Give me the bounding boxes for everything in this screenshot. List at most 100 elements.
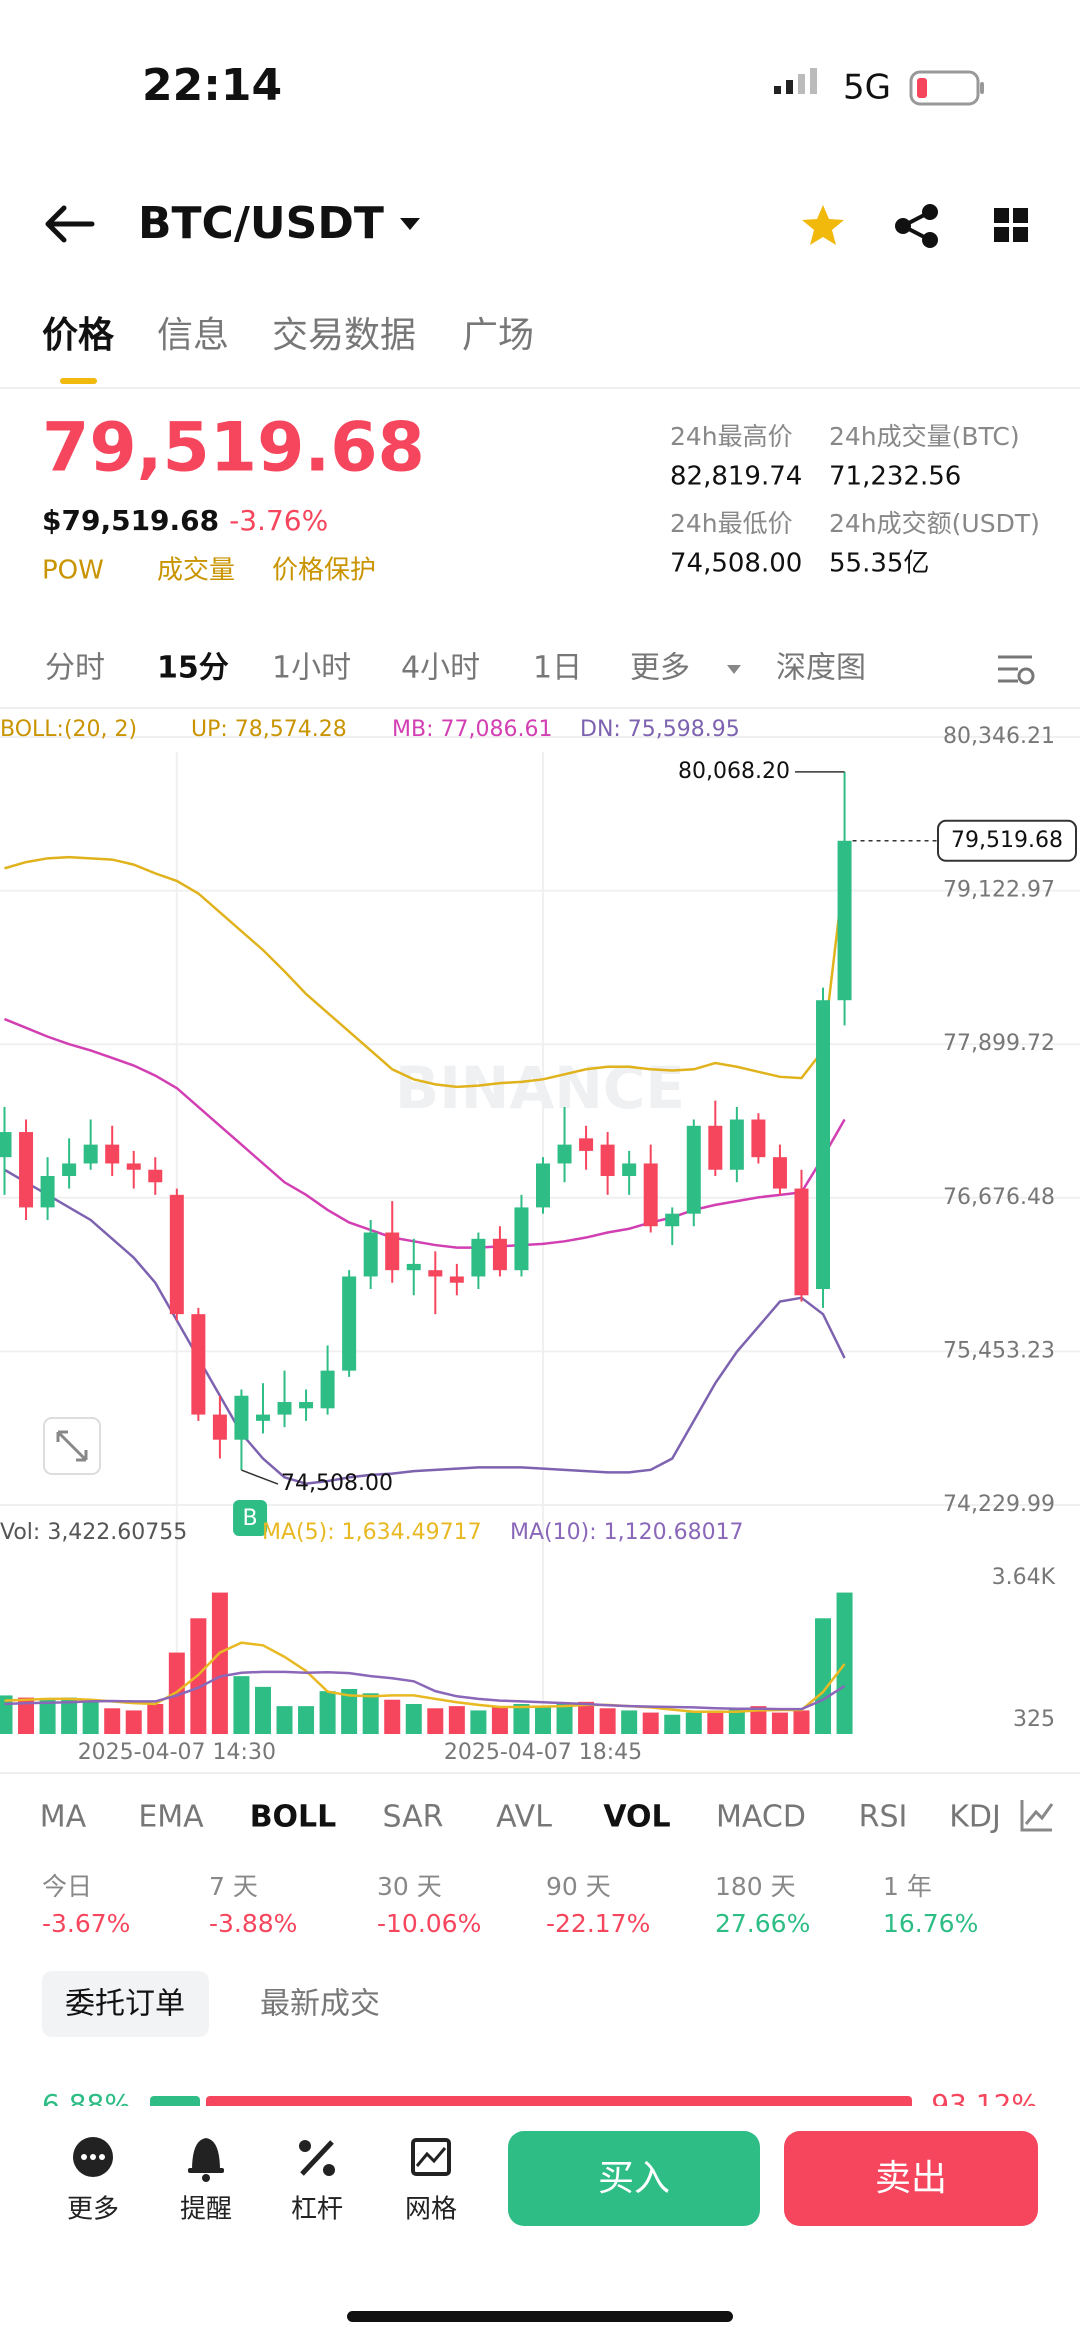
interval[interactable]: 分时 <box>45 651 105 686</box>
y-tick-label: 75,453.23 <box>943 1338 1055 1363</box>
volume-bar <box>836 1592 853 1734</box>
volume-bar <box>362 1693 379 1734</box>
battery-icon <box>909 70 984 106</box>
volume-bar <box>61 1697 78 1734</box>
nav-label[interactable]: 更多 <box>67 2195 119 2225</box>
nav-label[interactable]: 网格 <box>405 2195 457 2225</box>
settings-icon[interactable] <box>998 655 1035 685</box>
boll-line <box>4 855 846 1089</box>
grid-icon[interactable] <box>994 208 1028 242</box>
period-label: 180 天 <box>715 1872 796 1901</box>
indicator-tab[interactable]: BOLL <box>250 1800 337 1835</box>
share-icon[interactable] <box>895 204 938 248</box>
indicator-tab[interactable]: EMA <box>138 1800 204 1835</box>
buy-button[interactable] <box>508 2131 760 2226</box>
buy-label[interactable]: 买入 <box>598 2158 670 2199</box>
order-tab[interactable]: 最新成交 <box>260 1987 380 2022</box>
order-tab[interactable]: 委托订单 <box>65 1987 185 2022</box>
back-button[interactable] <box>45 205 95 243</box>
candle-body <box>126 1163 141 1170</box>
period-change: -3.67% <box>42 1909 130 1938</box>
interval[interactable]: 4小时 <box>401 651 480 686</box>
interval[interactable]: 深度图 <box>776 651 866 686</box>
clock: 22:14 <box>142 60 282 111</box>
stat-label: 24h成交额(USDT) <box>829 509 1040 538</box>
candle-body <box>579 1138 594 1151</box>
period-label: 7 天 <box>209 1872 258 1901</box>
expand-button[interactable] <box>43 1417 101 1475</box>
volume-bar <box>815 1618 832 1734</box>
y-tick-label: 79,122.97 <box>943 878 1055 903</box>
tag[interactable]: POW <box>42 556 104 586</box>
tab[interactable]: 信息 <box>157 315 229 356</box>
candle-body <box>277 1402 292 1415</box>
period-label: 30 天 <box>377 1872 442 1901</box>
tag[interactable]: 价格保护 <box>272 556 376 586</box>
more-dropdown[interactable] <box>727 665 741 674</box>
volume-bar <box>276 1706 293 1734</box>
indicator-tab[interactable]: AVL <box>496 1800 552 1835</box>
volume-bar <box>233 1676 250 1734</box>
volume-bar <box>599 1708 616 1734</box>
favorite-icon[interactable] <box>802 205 844 245</box>
volume-bar <box>104 1708 121 1734</box>
candle-body <box>0 1132 12 1158</box>
candle-body <box>234 1395 249 1440</box>
interval[interactable]: 1小时 <box>272 651 351 686</box>
sell-label[interactable]: 卖出 <box>875 2158 947 2199</box>
watermark: BINANCE <box>395 1054 685 1122</box>
volume-bar <box>793 1710 810 1734</box>
order-tab-bg <box>42 1971 209 2037</box>
candle-body <box>492 1238 507 1271</box>
candle-body <box>557 1144 572 1164</box>
candle-body <box>40 1176 55 1208</box>
network: 5G <box>843 68 891 108</box>
home-indicator <box>347 2311 733 2322</box>
volume-ma-line <box>4 1641 846 1713</box>
indicator-tab[interactable]: MA <box>40 1800 87 1835</box>
interval[interactable]: 1日 <box>533 651 582 686</box>
usd-price: $79,519.68 -3.76% <box>42 504 328 537</box>
candle-body <box>471 1238 486 1277</box>
change: -3.76% <box>229 504 328 537</box>
candle-body <box>212 1414 227 1440</box>
tab[interactable]: 价格 <box>42 315 115 356</box>
nav-icons <box>73 2137 451 2182</box>
tab[interactable]: 交易数据 <box>272 315 416 356</box>
candle-body <box>83 1144 98 1164</box>
period-label: 90 天 <box>546 1872 611 1901</box>
interval[interactable]: 更多 <box>630 651 690 686</box>
period-change: -10.06% <box>377 1909 481 1938</box>
nav-label[interactable]: 杠杆 <box>291 2195 343 2225</box>
volume-bar <box>685 1712 702 1734</box>
volume-bar <box>535 1706 551 1734</box>
period-change: 16.76% <box>883 1909 978 1938</box>
candle-body <box>686 1125 701 1214</box>
volume-bar <box>405 1704 422 1734</box>
pair-dropdown[interactable] <box>400 218 420 230</box>
x-tick-label: 2025-04-07 14:30 <box>78 1740 276 1765</box>
indicator-tab[interactable]: MACD <box>716 1800 806 1835</box>
indicator-tab[interactable]: KDJ <box>949 1800 1001 1835</box>
candle-body <box>665 1213 680 1227</box>
y-tick-label: 80,346.21 <box>943 724 1055 749</box>
tag[interactable]: 成交量 <box>157 556 235 586</box>
period-change: 27.66% <box>715 1909 810 1938</box>
indicator-tab[interactable]: VOL <box>603 1800 670 1835</box>
pair-title[interactable]: BTC/USDT <box>138 198 384 249</box>
volume-bar <box>427 1708 444 1734</box>
volume-bar <box>578 1701 595 1734</box>
sell-button[interactable] <box>784 2131 1038 2226</box>
candle-body <box>299 1402 314 1409</box>
tab[interactable]: 广场 <box>462 315 534 356</box>
interval[interactable]: 15分 <box>157 651 229 686</box>
y-tick-label: 76,676.48 <box>943 1185 1055 1210</box>
signal-icon <box>774 68 817 94</box>
indicator-tab[interactable]: RSI <box>859 1800 908 1835</box>
indicator-tab[interactable]: SAR <box>383 1800 444 1835</box>
candle-body <box>428 1270 443 1277</box>
nav-label[interactable]: 提醒 <box>180 2195 232 2225</box>
chart-type-icon[interactable] <box>1020 1800 1054 1832</box>
stat-value: 82,819.74 <box>670 462 802 492</box>
candle-body <box>255 1414 270 1421</box>
